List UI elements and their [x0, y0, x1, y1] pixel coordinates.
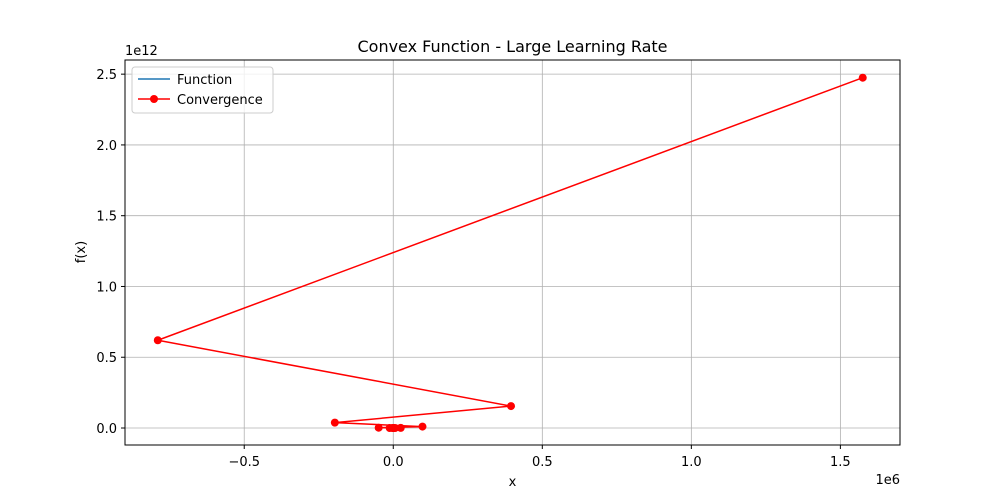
legend-label-convergence: Convergence — [177, 93, 263, 108]
x-tick-label: 1.5 — [830, 455, 851, 470]
x-axis-offset-label: 1e6 — [875, 473, 900, 488]
y-tick-label: 0.0 — [96, 422, 117, 437]
x-tick-label: 1.0 — [681, 455, 702, 470]
data-point-convergence — [858, 73, 867, 82]
data-point-convergence — [396, 423, 405, 432]
legend-marker-convergence — [150, 95, 158, 103]
y-tick-label: 1.0 — [96, 280, 117, 295]
series-layer — [153, 73, 867, 433]
x-tick-label: −0.5 — [228, 455, 260, 470]
x-tick-label: 0.0 — [383, 455, 404, 470]
y-axis-label: f(x) — [74, 241, 89, 263]
grid — [125, 60, 900, 445]
legend: Function Convergence — [131, 66, 274, 114]
data-point-convergence — [385, 424, 394, 433]
x-tick-label: 0.5 — [532, 455, 553, 470]
legend-label-function: Function — [177, 73, 232, 88]
ticks: −0.5 0.0 0.5 1.0 1.5 0.0 0.5 1.0 1.5 2.0 2.5 — [96, 68, 850, 470]
data-point-convergence — [330, 418, 339, 427]
y-tick-label: 2.5 — [96, 68, 117, 83]
plot-frame — [124, 59, 901, 446]
data-point-convergence — [374, 423, 383, 432]
y-tick-label: 0.5 — [96, 351, 117, 366]
data-point-convergence — [153, 336, 162, 345]
data-point-convergence — [507, 402, 516, 411]
y-tick-label: 2.0 — [96, 139, 117, 154]
x-axis-label: x — [509, 475, 517, 490]
y-tick-label: 1.5 — [96, 210, 117, 225]
y-axis-offset-label: 1e12 — [125, 44, 158, 59]
chart-title: Convex Function - Large Learning Rate — [357, 37, 667, 56]
data-point-convergence — [418, 422, 427, 431]
